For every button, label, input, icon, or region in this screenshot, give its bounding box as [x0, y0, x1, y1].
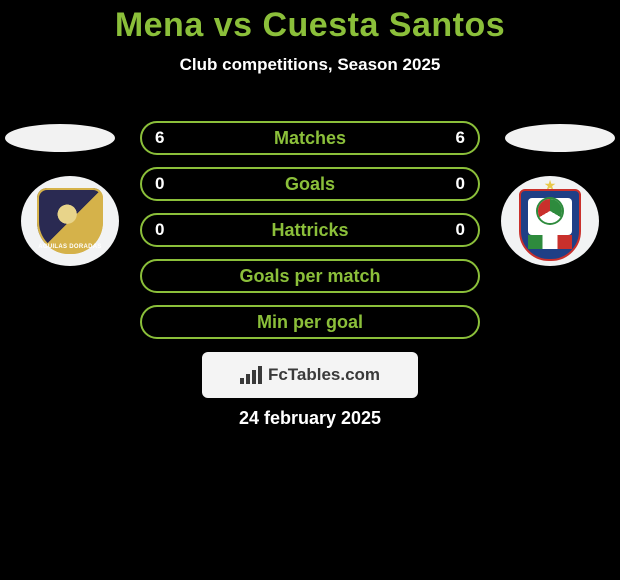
stat-left-value: 0 — [155, 220, 164, 240]
team-right-crest-icon: ★ — [510, 181, 590, 261]
player-left-name: Mena — [115, 6, 204, 44]
stat-right-value: 6 — [456, 128, 465, 148]
team-left-crest-label: AGUILAS DORADAS — [37, 244, 103, 250]
team-left-crest-icon: AGUILAS DORADAS — [37, 188, 103, 254]
stat-label: Min per goal — [257, 312, 363, 333]
stat-label: Matches — [274, 128, 346, 149]
stat-left-value: 0 — [155, 174, 164, 194]
player-right-photo-placeholder — [505, 124, 615, 152]
stats-bars: 6 Matches 6 0 Goals 0 0 Hattricks 0 Goal… — [140, 121, 480, 351]
stat-right-value: 0 — [456, 174, 465, 194]
stat-label: Goals per match — [239, 266, 380, 287]
stat-row-hattricks: 0 Hattricks 0 — [140, 213, 480, 247]
stat-label: Hattricks — [271, 220, 348, 241]
page-title: Mena vs Cuesta Santos — [0, 0, 620, 45]
title-text: Mena vs Cuesta Santos — [115, 6, 505, 44]
footer-date-text: 24 february 2025 — [239, 408, 381, 428]
stat-row-goals-per-match: Goals per match — [140, 259, 480, 293]
brand-watermark: FcTables.com — [202, 352, 418, 398]
brand-text: FcTables.com — [268, 365, 380, 385]
team-left-badge: AGUILAS DORADAS — [21, 176, 119, 266]
stat-label: Goals — [285, 174, 335, 195]
player-left-photo-placeholder — [5, 124, 115, 152]
stat-row-matches: 6 Matches 6 — [140, 121, 480, 155]
page-subtitle: Club competitions, Season 2025 — [0, 55, 620, 75]
comparison-infographic: Mena vs Cuesta Santos Club competitions,… — [0, 0, 620, 580]
stat-right-value: 0 — [456, 220, 465, 240]
bar-chart-icon — [240, 366, 262, 384]
player-right-name: Cuesta Santos — [262, 6, 505, 44]
subtitle-text: Club competitions, Season 2025 — [180, 55, 441, 74]
footer-date: 24 february 2025 — [0, 408, 620, 429]
team-right-badge: ★ — [501, 176, 599, 266]
vs-separator: vs — [214, 6, 253, 44]
stat-left-value: 6 — [155, 128, 164, 148]
stat-row-min-per-goal: Min per goal — [140, 305, 480, 339]
stat-row-goals: 0 Goals 0 — [140, 167, 480, 201]
